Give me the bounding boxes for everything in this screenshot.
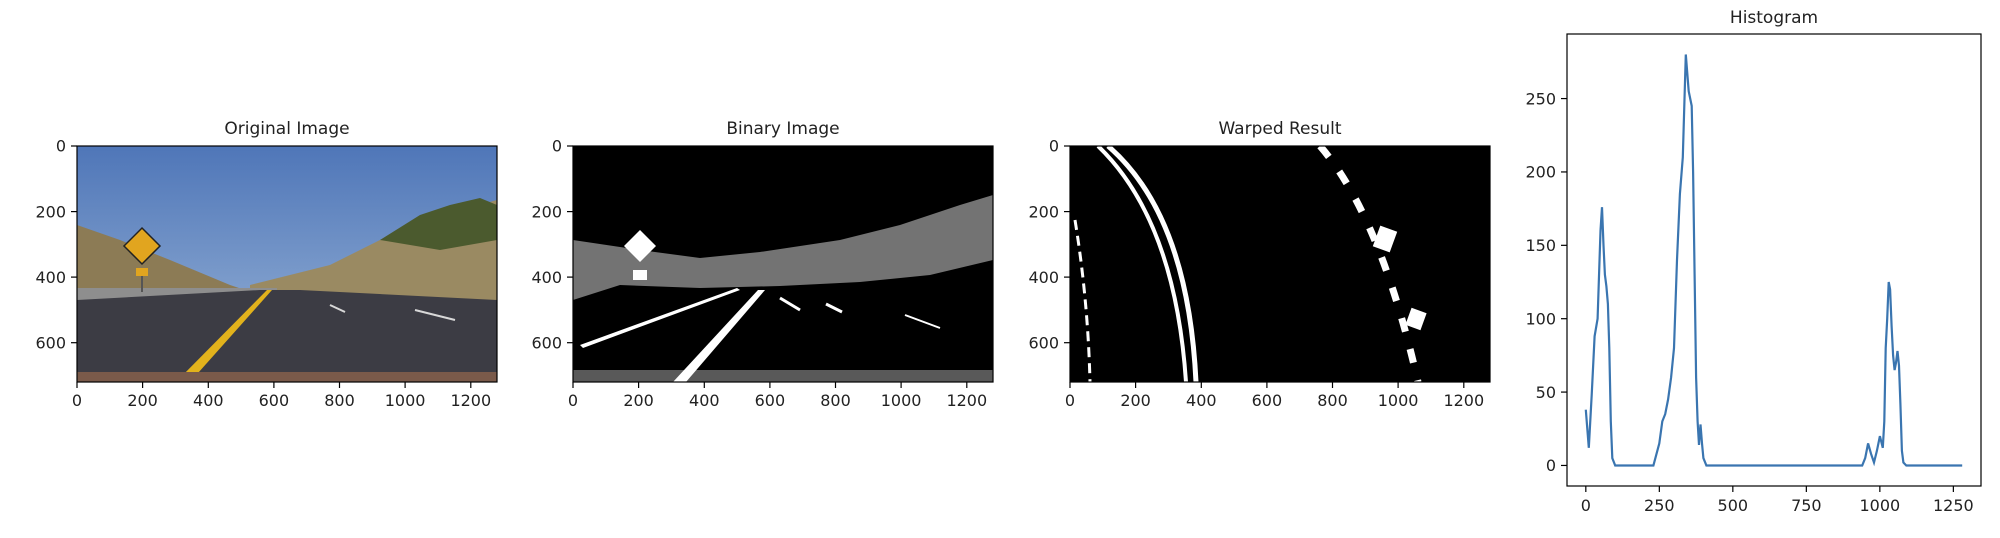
lane-blob [1372, 225, 1398, 253]
y-tick-label: 0 [1049, 137, 1059, 156]
y-tick-label: 50 [1536, 383, 1556, 402]
lane-line-left-1 [1096, 146, 1188, 382]
y-tick-label: 200 [1525, 163, 1556, 182]
panel-title: Warped Result [1218, 119, 1341, 139]
plot-area [1584, 54, 1963, 467]
x-ticks: 0 200 400 600 800 1000 1200 [568, 382, 987, 410]
sign-post [141, 276, 143, 292]
lane-dash [904, 314, 941, 329]
y-tick-label: 200 [531, 202, 562, 221]
axes-frame [76, 145, 498, 383]
lane-edge [580, 288, 740, 348]
x-tick-label: 600 [259, 391, 290, 410]
y-tick-label: 0 [552, 137, 562, 156]
sign-shape [624, 230, 656, 262]
lane-dash [329, 304, 346, 313]
x-tick-label: 250 [1644, 496, 1675, 515]
x-ticks: 0 200 400 600 800 1000 1200 [72, 382, 491, 410]
binary-image [573, 146, 993, 382]
x-tick-label: 0 [1065, 391, 1075, 410]
y-tick-label: 600 [35, 333, 66, 352]
y-tick-label: 200 [1028, 202, 1059, 221]
warped-background [1070, 146, 1490, 382]
lane-line-left-2 [1106, 146, 1199, 382]
lane-dash [825, 302, 843, 314]
panel-binary-image: Binary Image 0 200 400 600 800 1000 1200 [531, 119, 994, 410]
sign-diamond [122, 226, 162, 266]
x-tick-label: 1000 [881, 391, 922, 410]
y-tick-label: 600 [531, 333, 562, 352]
road-photo [77, 146, 497, 382]
sign-plate [633, 270, 647, 280]
y-tick-label: 400 [35, 268, 66, 287]
y-ticks: 0 50 100 150 200 250 [1525, 89, 1567, 475]
lane-dash [414, 309, 456, 321]
axes-frame [572, 145, 994, 383]
lane-yellow [176, 290, 272, 382]
x-tick-label: 1200 [1443, 391, 1484, 410]
car-hood [77, 372, 497, 382]
y-tick-label: 0 [56, 137, 66, 156]
speckle-bottom [573, 370, 993, 382]
panel-histogram: Histogram 0 250 500 750 1000 1250 0 50 100 150 20… [1525, 8, 1982, 515]
y-ticks: 0 200 400 600 [1028, 137, 1070, 352]
panel-title: Original Image [224, 119, 349, 139]
x-tick-label: 200 [127, 391, 158, 410]
axes-frame [1566, 33, 1982, 487]
x-tick-label: 1200 [946, 391, 987, 410]
x-tick-label: 0 [1581, 496, 1591, 515]
y-tick-label: 400 [1028, 268, 1059, 287]
panel-original-image: Original Image 0 200 400 600 800 1000 12 [35, 119, 498, 410]
y-tick-label: 250 [1525, 89, 1556, 108]
x-tick-label: 600 [1252, 391, 1283, 410]
x-tick-label: 400 [1186, 391, 1217, 410]
x-tick-label: 800 [1317, 391, 1348, 410]
noise-band [573, 195, 993, 300]
warped-image [1070, 146, 1490, 382]
series-line [1584, 54, 1963, 467]
y-tick-label: 600 [1028, 333, 1059, 352]
x-tick-label: 1000 [1378, 391, 1419, 410]
y-tick-label: 400 [531, 268, 562, 287]
x-tick-label: 400 [689, 391, 720, 410]
hills-left [77, 225, 260, 300]
x-tick-label: 0 [568, 391, 578, 410]
x-tick-label: 1200 [450, 391, 491, 410]
y-tick-label: 150 [1525, 236, 1556, 255]
lane-dash [779, 296, 801, 312]
lane-edge-left [1073, 219, 1092, 382]
binary-background [573, 146, 993, 382]
axes-frame [1069, 145, 1491, 383]
x-ticks: 0 250 500 750 1000 1250 [1581, 486, 1974, 515]
panel-warped-result: Warped Result 0 200 400 600 800 1000 120… [1028, 119, 1491, 410]
x-tick-label: 800 [820, 391, 851, 410]
y-tick-label: 0 [1546, 456, 1556, 475]
lane-blob [1405, 307, 1427, 331]
x-tick-label: 200 [1120, 391, 1151, 410]
lane-line-right [1317, 146, 1422, 382]
x-tick-label: 200 [623, 391, 654, 410]
x-tick-label: 500 [1718, 496, 1749, 515]
y-ticks: 0 200 400 600 [531, 137, 573, 352]
x-tick-label: 800 [324, 391, 355, 410]
sign-plate [136, 268, 148, 276]
panel-title: Binary Image [726, 119, 839, 139]
x-tick-label: 1000 [385, 391, 426, 410]
y-tick-label: 100 [1525, 309, 1556, 328]
x-tick-label: 0 [72, 391, 82, 410]
trees-right [380, 198, 497, 250]
x-ticks: 0 200 400 600 800 1000 1200 [1065, 382, 1484, 410]
y-tick-label: 200 [35, 202, 66, 221]
lane-left [673, 290, 765, 382]
x-tick-label: 400 [193, 391, 224, 410]
panel-title: Histogram [1730, 8, 1818, 28]
x-tick-label: 750 [1791, 496, 1822, 515]
x-tick-label: 600 [755, 391, 786, 410]
x-tick-label: 1000 [1859, 496, 1900, 515]
x-tick-label: 1250 [1933, 496, 1974, 515]
y-ticks: 0 200 400 600 [35, 137, 77, 352]
road [77, 290, 497, 382]
